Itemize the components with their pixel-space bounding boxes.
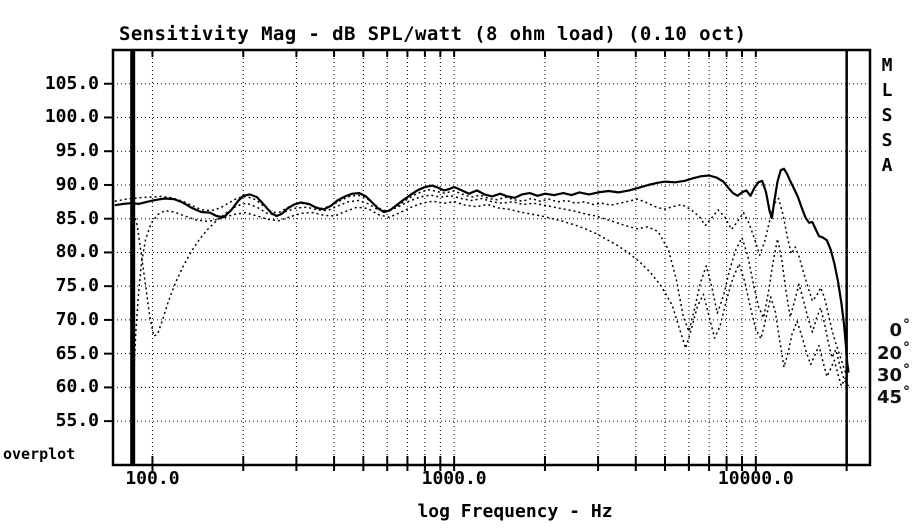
legend-angle-label: 0° <box>889 317 910 341</box>
curve-20° <box>114 188 850 380</box>
mlssa-letter: L <box>881 80 893 101</box>
degree-symbol: ° <box>903 384 910 400</box>
legend-angle-label: 30° <box>877 362 910 386</box>
y-tick-label: 85.0 <box>55 207 99 229</box>
y-tick-label: 65.0 <box>55 342 99 364</box>
legend-angle-label: 20° <box>877 340 910 364</box>
axis-ticks <box>104 50 848 471</box>
degree-symbol: ° <box>903 362 910 378</box>
legend-angle-value: 20 <box>876 343 902 364</box>
overplot-mode-label: overplot <box>3 445 76 463</box>
x-tick-label: 10000.0 <box>717 468 794 489</box>
legend-angle-value: 30 <box>876 365 902 386</box>
y-tick-label: 105.0 <box>44 72 99 94</box>
curve-45° <box>131 200 849 401</box>
x-tick-label: 100.0 <box>125 468 180 489</box>
x-axis-title: log Frequency - Hz <box>417 501 613 522</box>
y-tick-label: 100.0 <box>44 106 99 128</box>
y-tick-label: 90.0 <box>55 173 99 195</box>
mlssa-letter: M <box>881 55 893 76</box>
mlssa-letter: S <box>881 130 893 151</box>
chart-title: Sensitivity Mag - dB SPL/watt (8 ohm loa… <box>119 23 747 45</box>
y-tick-label: 70.0 <box>55 308 99 330</box>
y-tick-label: 95.0 <box>55 140 99 162</box>
grid <box>113 50 870 465</box>
y-tick-label: 80.0 <box>55 241 99 263</box>
y-tick-label: 55.0 <box>55 410 99 432</box>
mlssa-letter: A <box>881 155 893 176</box>
y-tick-label: 60.0 <box>55 376 99 398</box>
legend-angle-value: 0 <box>889 320 902 341</box>
x-tick-label: 1000.0 <box>421 468 487 489</box>
plot-border <box>111 48 872 467</box>
curve-30° <box>131 194 850 387</box>
curve-0° <box>114 167 850 373</box>
legend-angle-label: 45° <box>877 384 910 408</box>
mlssa-letter: S <box>881 105 893 126</box>
y-tick-label: 75.0 <box>55 275 99 297</box>
degree-symbol: ° <box>903 340 910 356</box>
legend-angle-value: 45 <box>876 387 902 408</box>
degree-symbol: ° <box>903 317 910 333</box>
